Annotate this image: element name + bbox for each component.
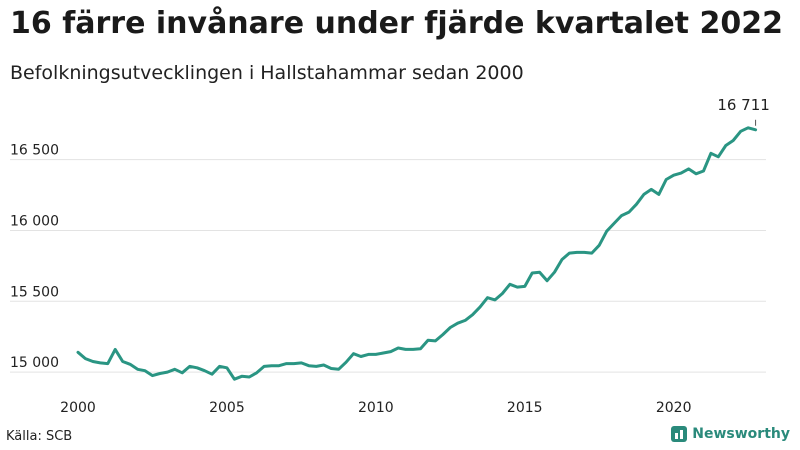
brand-name: Newsworthy [692, 426, 790, 442]
grid-lines [10, 159, 766, 373]
x-tick-label-2: 2010 [358, 400, 394, 416]
x-tick-label-4: 2020 [656, 400, 692, 416]
y-tick-label-3: 16 500 [10, 143, 59, 159]
x-tick-label-0: 2000 [60, 400, 96, 416]
x-axis-ticks: 2000 2005 2010 2015 2020 [60, 400, 691, 416]
x-tick-label-1: 2005 [209, 400, 245, 416]
newsworthy-logo: Newsworthy [671, 426, 790, 442]
annotation-label: 16 711 [717, 96, 770, 114]
y-axis-ticks: 15 000 15 500 16 000 16 500 [10, 143, 59, 371]
y-tick-label-0: 15 000 [10, 355, 59, 371]
source-label: Källa: SCB [6, 429, 73, 444]
chart-title: 16 färre invånare under fjärde kvartalet… [10, 6, 783, 41]
population-line [76, 126, 758, 381]
chart-subtitle: Befolkningsutvecklingen i Hallstahammar … [10, 62, 524, 84]
x-tick-label-3: 2015 [507, 400, 543, 416]
y-tick-label-2: 16 000 [10, 213, 59, 229]
last-value-annotation: 16 711 [717, 96, 770, 126]
y-tick-label-1: 15 500 [10, 284, 59, 300]
bar-chart-icon [671, 426, 688, 442]
